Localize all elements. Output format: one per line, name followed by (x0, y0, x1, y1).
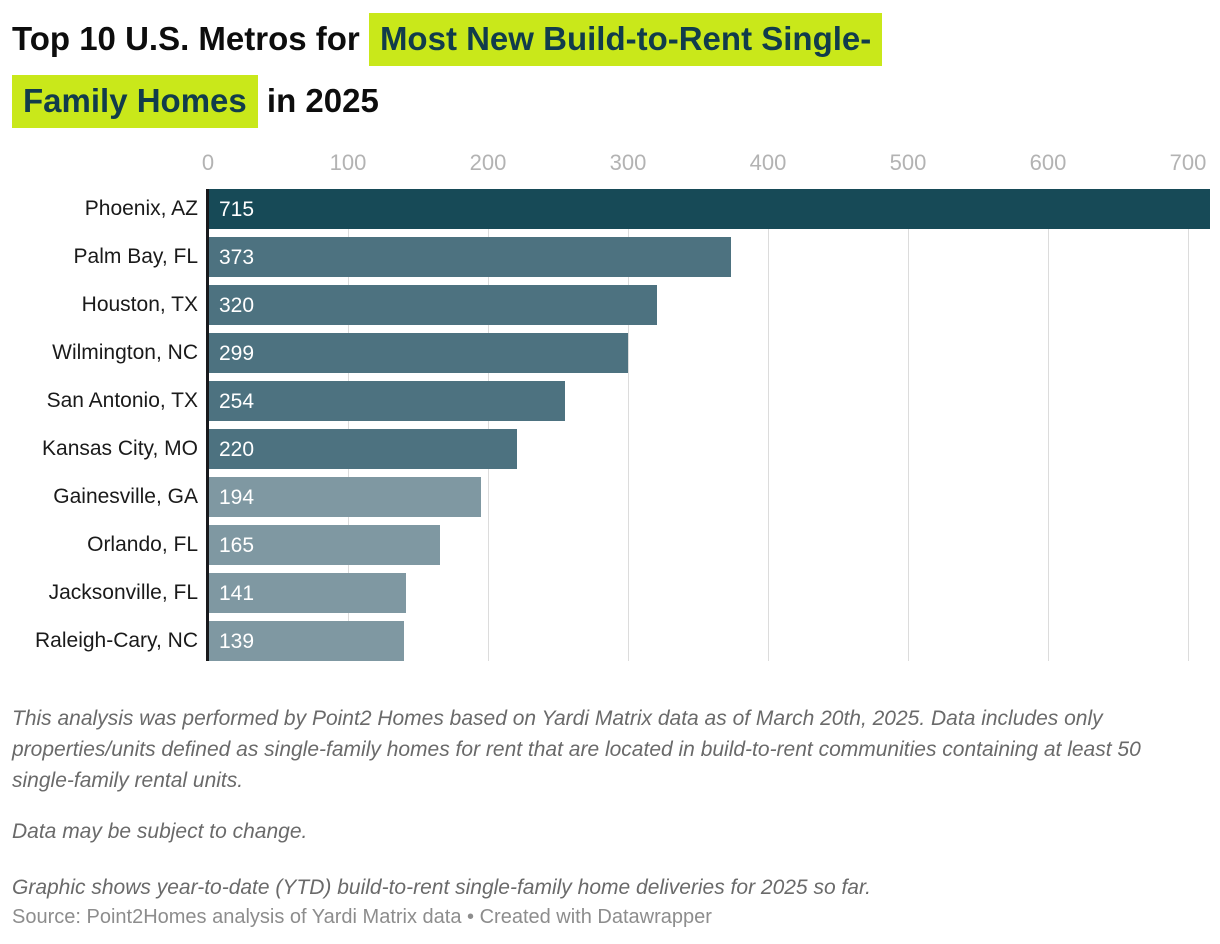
category-label: Jacksonville, FL (48, 581, 198, 604)
bar-value-label: 715 (219, 198, 255, 221)
note-methodology: This analysis was performed by Point2 Ho… (12, 707, 1141, 792)
bar-value-label: 320 (219, 294, 255, 317)
category-label: Wilmington, NC (52, 341, 198, 364)
gridline-600 (1048, 189, 1049, 661)
source-attribution: Source: Point2Homes analysis of Yardi Ma… (12, 906, 712, 928)
gridline-300 (628, 189, 629, 661)
title-text-highlight-2: Family Homes (12, 75, 258, 128)
title-line-1: Top 10 U.S. Metros for Most New Build-to… (12, 8, 1212, 70)
chart-title: Top 10 U.S. Metros for Most New Build-to… (12, 8, 1212, 132)
category-label: Houston, TX (81, 293, 198, 316)
title-text-highlight-1: Most New Build-to-Rent Single- (368, 13, 883, 66)
category-label: Raleigh-Cary, NC (35, 629, 198, 652)
y-axis-line (206, 189, 209, 661)
gridline-700 (1188, 189, 1189, 661)
bar: 194 (209, 477, 481, 517)
bar: 254 (209, 381, 565, 421)
x-axis-tick-label-0: 0 (201, 150, 215, 175)
bar-value-label: 194 (219, 486, 255, 509)
x-axis-tick-label-500: 500 (889, 150, 927, 175)
title-text-plain-2: in 2025 (266, 82, 379, 119)
title-text-plain-1: Top 10 U.S. Metros for (12, 20, 360, 57)
bar-value-label: 299 (219, 342, 255, 365)
note-disclaimer: Data may be subject to change. (12, 820, 308, 843)
x-axis-tick-label-700: 700 (1169, 150, 1207, 175)
bar-value-label: 165 (219, 534, 255, 557)
x-axis-tick-label-200: 200 (469, 150, 507, 175)
category-label: Kansas City, MO (42, 437, 198, 460)
bar: 299 (209, 333, 628, 373)
bar: 220 (209, 429, 517, 469)
bar: 165 (209, 525, 440, 565)
bar-value-label: 141 (219, 582, 255, 605)
gridline-400 (768, 189, 769, 661)
category-label: Palm Bay, FL (73, 245, 198, 268)
bar: 373 (209, 237, 732, 277)
x-axis-tick-label-100: 100 (329, 150, 367, 175)
gridline-200 (488, 189, 489, 661)
gridline-100 (348, 189, 349, 661)
category-label: Gainesville, GA (53, 485, 198, 508)
category-label: Orlando, FL (87, 533, 198, 556)
gridline-500 (908, 189, 909, 661)
bar-value-label: 220 (219, 438, 255, 461)
note-graphic-description: Graphic shows year-to-date (YTD) build-t… (12, 876, 872, 899)
bar: 715 (209, 189, 1210, 229)
x-axis-tick-label-600: 600 (1029, 150, 1067, 175)
x-axis-tick-labels: 0 100 200 300 400 500 600 700 (0, 150, 1220, 178)
x-axis-tick-label-400: 400 (749, 150, 787, 175)
x-axis-tick-label-300: 300 (609, 150, 647, 175)
bar-value-label: 254 (219, 390, 255, 413)
bar: 139 (209, 621, 404, 661)
bar: 141 (209, 573, 407, 613)
category-label: Phoenix, AZ (84, 197, 198, 220)
bar-value-label: 139 (219, 630, 255, 653)
bar-value-label: 373 (219, 246, 255, 269)
bar-chart: Phoenix, AZ 715 Palm Bay, FL 373 Houston, TX… (0, 189, 1220, 661)
title-line-2: Family Homes in 2025 (12, 70, 1212, 132)
bar: 320 (209, 285, 657, 325)
category-label: San Antonio, TX (46, 389, 198, 412)
